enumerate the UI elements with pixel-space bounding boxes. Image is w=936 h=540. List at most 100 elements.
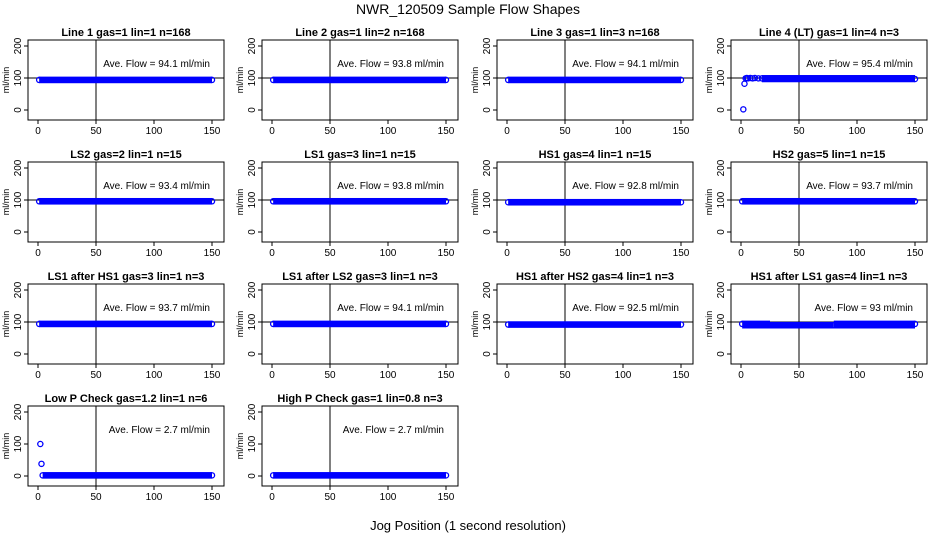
x-tick-label: 50 (90, 248, 102, 259)
data-point-run (761, 75, 915, 83)
y-tick-label: 0 (482, 107, 493, 113)
x-tick-label: 150 (438, 492, 455, 503)
data-point-run (742, 320, 770, 329)
panel: LS1 after HS1 gas=3 lin=1 n=3 0 50 100 150 0 1… (1, 271, 225, 381)
panel-frame (261, 161, 459, 243)
data-point (741, 80, 748, 88)
data-point-run (39, 76, 212, 84)
x-axis-shared-label: Jog Position (1 second resolution) (370, 518, 566, 533)
panel-frame (730, 39, 928, 121)
x-tick-label: 100 (380, 370, 397, 381)
data-point-run (742, 197, 915, 205)
y-tick-label: 0 (247, 229, 258, 235)
panel-title: Line 1 gas=1 lin=1 n=168 (61, 27, 190, 39)
average-flow-annotation: Ave. Flow = 95.4 ml/min (806, 59, 913, 70)
figure-title: NWR_120509 Sample Flow Shapes (355, 1, 581, 17)
panel-title: HS1 after HS2 gas=4 lin=1 n=3 (516, 271, 674, 283)
y-axis-label: ml/min (235, 433, 245, 460)
y-axis-label: ml/min (235, 311, 245, 338)
data-point (38, 460, 45, 468)
x-tick-label: 50 (559, 126, 571, 137)
data-point-run (508, 198, 681, 206)
y-tick-label: 100 (482, 69, 493, 86)
panel-frame (496, 161, 694, 243)
average-flow-annotation: Ave. Flow = 94.1 ml/min (103, 59, 210, 70)
panel: Line 1 gas=1 lin=1 n=168 0 50 100 150 0 100 200… (1, 27, 225, 137)
panel-frame (261, 283, 459, 365)
y-tick-label: 0 (716, 107, 727, 113)
panel-title: Line 2 gas=1 lin=2 n=168 (295, 27, 424, 39)
y-tick-label: 100 (716, 191, 727, 208)
x-tick-label: 150 (673, 126, 690, 137)
y-tick-label: 200 (716, 159, 727, 176)
y-tick-label: 200 (13, 159, 24, 176)
data-point-run (833, 320, 915, 329)
panel: Line 2 gas=1 lin=2 n=168 0 50 100 150 0 100 200… (235, 27, 459, 137)
y-tick-label: 0 (13, 473, 24, 479)
x-tick-label: 50 (324, 126, 336, 137)
x-tick-label: 50 (793, 248, 805, 259)
y-tick-label: 200 (482, 159, 493, 176)
x-tick-label: 0 (738, 248, 744, 259)
y-tick-label: 0 (13, 351, 24, 357)
y-tick-label: 100 (247, 191, 258, 208)
y-axis-label: ml/min (1, 67, 11, 94)
y-axis-label: ml/min (470, 311, 480, 338)
panel-title: LS1 after HS1 gas=3 lin=1 n=3 (48, 271, 205, 283)
x-tick-label: 100 (146, 370, 163, 381)
panel-title: Line 4 (LT) gas=1 lin=4 n=3 (759, 27, 899, 39)
x-tick-label: 50 (559, 370, 571, 381)
panel: HS1 after HS2 gas=4 lin=1 n=3 0 50 100 150 0 1… (470, 271, 694, 381)
panel-frame (730, 283, 928, 365)
average-flow-annotation: Ave. Flow = 94.1 ml/min (337, 303, 444, 314)
x-tick-label: 50 (793, 370, 805, 381)
panel: Line 4 (LT) gas=1 lin=4 n=3 0 50 100 150 0 100… (704, 27, 928, 137)
average-flow-annotation: Ave. Flow = 2.7 ml/min (109, 425, 210, 436)
x-tick-label: 0 (269, 126, 275, 137)
panel-frame (496, 39, 694, 121)
x-tick-label: 150 (204, 248, 221, 259)
x-tick-label: 150 (438, 248, 455, 259)
data-point (755, 75, 762, 82)
x-tick-label: 0 (504, 248, 510, 259)
panel: LS1 after LS2 gas=3 lin=1 n=3 0 50 100 150 0 1… (235, 271, 459, 381)
x-tick-label: 150 (907, 370, 924, 381)
x-tick-label: 150 (673, 370, 690, 381)
average-flow-annotation: Ave. Flow = 94.1 ml/min (572, 59, 679, 70)
y-tick-label: 100 (13, 69, 24, 86)
panel-frame (27, 405, 225, 487)
x-tick-label: 100 (380, 492, 397, 503)
x-tick-label: 100 (380, 126, 397, 137)
y-axis-label: ml/min (470, 189, 480, 216)
average-flow-annotation: Ave. Flow = 93.7 ml/min (806, 181, 913, 192)
y-tick-label: 100 (482, 191, 493, 208)
x-tick-label: 150 (907, 248, 924, 259)
panel-frame (27, 39, 225, 121)
x-tick-label: 0 (738, 126, 744, 137)
panel-frame (496, 283, 694, 365)
average-flow-annotation: Ave. Flow = 93.4 ml/min (103, 181, 210, 192)
y-tick-label: 200 (247, 37, 258, 54)
x-tick-label: 0 (269, 492, 275, 503)
data-point-run (273, 472, 446, 479)
x-tick-label: 0 (269, 248, 275, 259)
x-tick-label: 100 (615, 126, 632, 137)
y-tick-label: 200 (716, 37, 727, 54)
y-tick-label: 100 (247, 69, 258, 86)
x-tick-label: 50 (90, 492, 102, 503)
panel: HS2 gas=5 lin=1 n=15 0 50 100 150 0 100 200 ml/m… (704, 149, 928, 259)
x-tick-label: 0 (35, 492, 41, 503)
y-tick-label: 200 (247, 403, 258, 420)
y-tick-label: 200 (482, 37, 493, 54)
y-tick-label: 0 (247, 351, 258, 357)
panel-frame (261, 39, 459, 121)
data-point-run (39, 320, 212, 328)
x-tick-label: 50 (324, 492, 336, 503)
panel-title: High P Check gas=1 lin=0.8 n=3 (277, 393, 442, 405)
y-axis-label: ml/min (704, 189, 714, 216)
y-tick-label: 0 (13, 107, 24, 113)
y-tick-label: 100 (716, 313, 727, 330)
y-tick-label: 100 (13, 313, 24, 330)
x-tick-label: 150 (673, 248, 690, 259)
panel-title: Line 3 gas=1 lin=3 n=168 (530, 27, 659, 39)
